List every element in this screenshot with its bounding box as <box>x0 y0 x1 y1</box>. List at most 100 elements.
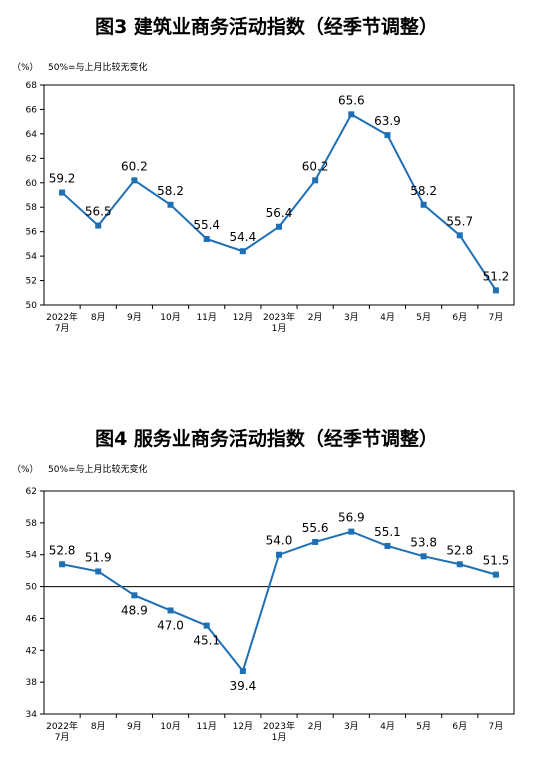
x-tick-label: 7月 <box>55 323 70 334</box>
x-tick-label: 9月 <box>127 312 142 323</box>
x-tick-label: 5月 <box>416 312 431 323</box>
x-tick-label: 12月 <box>233 312 253 323</box>
data-point <box>312 177 319 184</box>
data-label: 59.2 <box>49 172 76 186</box>
data-label: 52.8 <box>446 543 473 557</box>
data-point <box>420 553 427 560</box>
data-point <box>203 236 210 242</box>
x-tick-label: 7月 <box>489 721 504 732</box>
chart-title: 图4 服务业商务活动指数（经季节调整） <box>95 428 438 450</box>
chart-note: 50%=与上月比较无变化 <box>48 61 148 73</box>
x-tick-label: 2022年 <box>46 720 78 732</box>
y-tick-label: 60 <box>26 179 38 189</box>
x-tick-label: 6月 <box>452 312 467 323</box>
data-point <box>95 568 102 575</box>
data-label: 63.9 <box>374 114 401 128</box>
x-tick-label: 3月 <box>344 312 359 323</box>
x-tick-label: 5月 <box>416 721 431 732</box>
x-tick-label: 10月 <box>160 721 180 732</box>
x-tick-label: 2023年 <box>263 720 295 732</box>
x-tick-label: 1月 <box>272 732 287 743</box>
x-tick-label: 2022年 <box>46 311 78 323</box>
y-tick-label: 54 <box>26 551 38 561</box>
data-point <box>492 571 499 578</box>
data-point <box>131 177 138 184</box>
y-tick-label: 66 <box>26 105 38 115</box>
x-tick-label: 2月 <box>308 312 323 323</box>
data-label: 60.2 <box>302 159 329 173</box>
data-label: 55.4 <box>193 218 220 232</box>
data-point <box>131 592 138 599</box>
data-point <box>203 622 210 629</box>
y-tick-label: 46 <box>26 614 38 624</box>
y-tick-label: 34 <box>26 710 38 720</box>
x-tick-label: 2月 <box>308 721 323 732</box>
y-tick-label: 38 <box>26 678 38 688</box>
y-tick-label: 50 <box>26 583 38 593</box>
data-point <box>456 561 463 568</box>
data-label: 56.9 <box>338 511 365 525</box>
data-point <box>348 528 355 535</box>
data-point <box>420 201 427 208</box>
data-point <box>384 542 391 549</box>
data-label: 53.8 <box>410 535 437 549</box>
data-label: 52.8 <box>49 543 76 557</box>
data-point <box>276 223 282 230</box>
data-point <box>59 189 66 196</box>
data-label: 45.1 <box>193 634 220 648</box>
y-unit-label: （%） <box>12 464 39 475</box>
y-tick-label: 50 <box>26 301 38 311</box>
data-label: 51.9 <box>85 550 112 564</box>
data-label: 51.2 <box>483 269 510 283</box>
y-tick-label: 68 <box>26 81 38 91</box>
construction-chart-svg: （%） 50%=与上月比较无变化 50 52 54 56 58 60 62 64 66 68 2022年… <box>12 61 515 334</box>
data-point <box>167 607 174 614</box>
chart-title: 图3 建筑业商务活动指数（经季节调整） <box>95 16 438 38</box>
x-tick-label: 8月 <box>91 312 106 323</box>
data-point <box>312 538 319 545</box>
data-label: 55.6 <box>302 521 329 535</box>
x-tick-label: 9月 <box>127 721 142 732</box>
data-point <box>348 111 355 118</box>
data-label: 65.6 <box>338 93 365 107</box>
y-tick-label: 64 <box>26 130 38 140</box>
x-tick-label: 8月 <box>91 721 106 732</box>
series-line <box>61 112 497 291</box>
x-tick-label: 10月 <box>160 312 180 323</box>
y-tick-label: 54 <box>26 252 38 262</box>
data-label: 60.2 <box>121 159 148 173</box>
x-tick-label: 11月 <box>196 312 216 323</box>
data-point <box>95 222 102 229</box>
data-label: 47.0 <box>157 618 184 632</box>
data-point <box>456 232 463 239</box>
data-point <box>239 667 246 674</box>
data-point <box>167 201 174 208</box>
data-point <box>239 248 246 255</box>
x-tick-label: 11月 <box>196 721 216 732</box>
data-point <box>492 287 499 294</box>
data-label: 58.2 <box>157 184 184 198</box>
y-tick-label: 58 <box>26 203 38 213</box>
plot-frame <box>43 490 515 715</box>
y-tick-label: 56 <box>26 228 38 238</box>
y-tick-label: 52 <box>26 277 37 287</box>
y-tick-label: 58 <box>26 519 38 529</box>
data-point <box>59 561 66 568</box>
data-point <box>384 132 391 139</box>
x-tick-label: 3月 <box>344 721 359 732</box>
x-tick-label: 7月 <box>55 732 70 743</box>
services-chart-svg: （%） 50%=与上月比较无变化34384246505458622022年7月8月… <box>12 463 515 743</box>
x-tick-label: 1月 <box>272 323 287 334</box>
data-label: 55.7 <box>446 214 473 228</box>
x-tick-label: 2023年 <box>263 311 295 323</box>
data-label: 55.1 <box>374 525 401 539</box>
data-label: 56.4 <box>266 206 293 220</box>
construction-chart: 图3 建筑业商务活动指数（经季节调整） （%） 50%=与上月比较无变化 50 52 5… <box>0 0 533 380</box>
y-tick-label: 62 <box>26 487 37 497</box>
data-label: 39.4 <box>229 679 256 693</box>
x-tick-label: 12月 <box>233 721 253 732</box>
data-label: 54.4 <box>229 230 256 244</box>
x-tick-label: 7月 <box>489 312 504 323</box>
data-label: 58.2 <box>410 184 437 198</box>
x-tick-label: 4月 <box>380 312 395 323</box>
